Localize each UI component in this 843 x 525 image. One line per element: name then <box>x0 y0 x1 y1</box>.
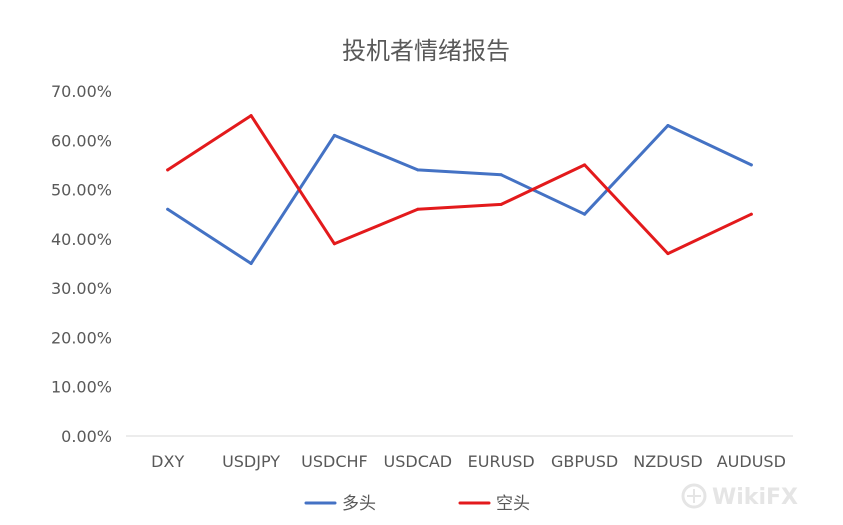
y-tick-label: 50.00% <box>51 181 112 200</box>
data-point <box>749 163 753 167</box>
data-point <box>332 242 336 246</box>
x-tick-label: AUDUSD <box>717 452 786 471</box>
y-tick-label: 40.00% <box>51 230 112 249</box>
data-point <box>416 207 420 211</box>
x-tick-label: USDCHF <box>301 452 368 471</box>
legend-label: 多头 <box>342 494 376 514</box>
data-point <box>499 173 503 177</box>
y-tick-label: 20.00% <box>51 328 112 347</box>
watermark-text: WikiFX <box>712 485 798 510</box>
legend-label: 空头 <box>496 494 530 514</box>
y-tick-label: 70.00% <box>51 82 112 101</box>
y-tick-label: 0.00% <box>61 427 112 446</box>
data-point <box>166 168 170 172</box>
x-axis: DXY USDJPY USDCHF USDCAD EURUSD GBPUSD NZDUSD A… <box>151 452 786 471</box>
data-point <box>583 163 587 167</box>
wikifx-logo-icon <box>681 483 707 509</box>
y-tick-label: 60.00% <box>51 131 112 150</box>
data-point <box>416 168 420 172</box>
data-point <box>249 262 253 265</box>
series-line-long <box>166 124 753 265</box>
data-point <box>166 207 170 211</box>
y-tick-label: 10.00% <box>51 378 112 397</box>
y-axis: 0.00% 10.00% 20.00% 30.00% 40.00% 50.00% 60.00… <box>51 82 112 446</box>
data-point <box>249 114 253 118</box>
series-layer <box>166 114 753 265</box>
x-tick-label: NZDUSD <box>633 452 702 471</box>
data-point <box>499 202 503 206</box>
y-tick-label: 30.00% <box>51 279 112 298</box>
watermark: WikiFX <box>681 483 798 510</box>
data-point <box>666 252 670 256</box>
data-point <box>749 212 753 216</box>
x-tick-label: DXY <box>151 452 184 471</box>
x-tick-label: EURUSD <box>468 452 535 471</box>
x-tick-label: USDJPY <box>222 452 280 471</box>
data-point <box>666 124 670 127</box>
data-point <box>583 212 587 216</box>
chart-title: 投机者情绪报告 <box>342 37 510 65</box>
x-tick-label: USDCAD <box>384 452 453 471</box>
x-tick-label: GBPUSD <box>551 452 618 471</box>
series-line-short <box>166 114 753 256</box>
data-point <box>332 133 336 137</box>
legend: 多头 空头 <box>304 494 530 514</box>
